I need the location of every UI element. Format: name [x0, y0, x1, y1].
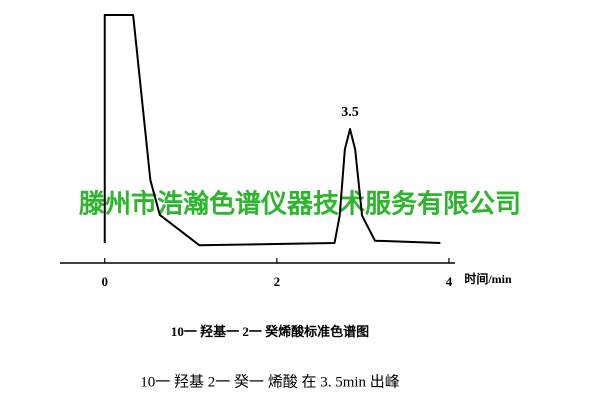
x-tick-label: 0: [101, 274, 108, 289]
peak-label: 3.5: [341, 105, 359, 120]
x-axis-label: 时间/min: [464, 271, 512, 286]
note: 10一 羟基 2一 癸一 烯酸 在 3. 5min 出峰: [140, 373, 400, 390]
trace: [103, 14, 441, 247]
watermark: 滕州市浩瀚色谱仪器技术服务有限公司: [79, 189, 521, 220]
x-tick-label: 2: [274, 274, 281, 289]
caption: 10一 羟基一 2一 癸烯酸标准色谱图: [171, 324, 369, 339]
x-tick-label: 4: [446, 274, 453, 289]
